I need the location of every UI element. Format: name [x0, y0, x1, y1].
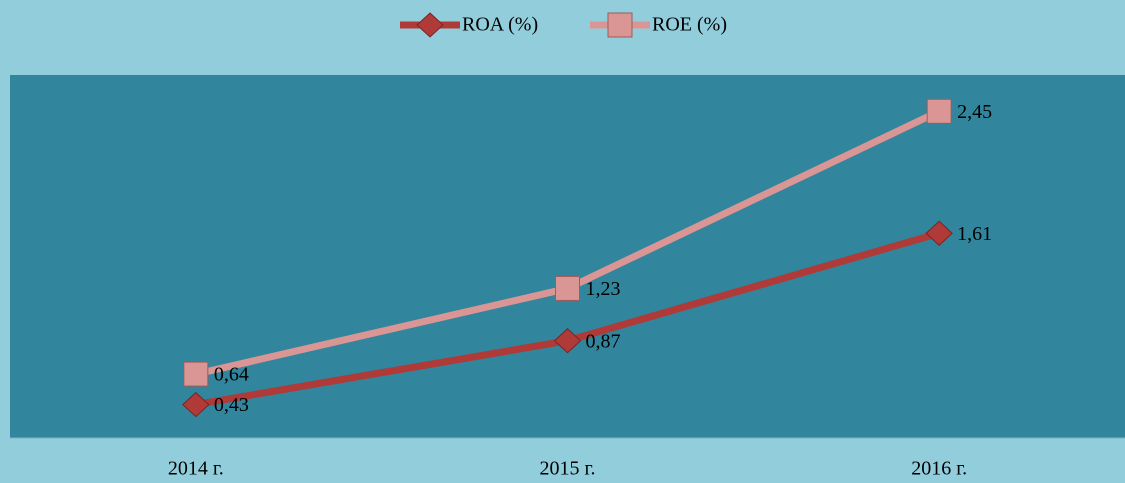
marker	[926, 98, 952, 124]
x-tick-label: 2014 г.	[168, 458, 224, 480]
data-label: 0,43	[214, 394, 249, 416]
plot-area	[10, 75, 1125, 438]
x-tick-label: 2016 г.	[911, 458, 967, 480]
data-label: 1,23	[586, 278, 621, 300]
legend-marker	[416, 12, 444, 38]
data-label: 2,45	[957, 101, 992, 123]
data-label: 1,61	[957, 223, 992, 245]
marker	[182, 391, 210, 418]
legend-label: ROE (%)	[652, 14, 727, 36]
legend-label: ROA (%)	[462, 14, 538, 36]
legend-marker	[607, 12, 633, 38]
marker	[555, 275, 580, 301]
x-tick-label: 2015 г.	[540, 458, 596, 480]
marker	[553, 328, 582, 354]
data-label: 0,64	[214, 364, 249, 386]
data-label: 0,87	[586, 330, 621, 352]
marker	[183, 361, 209, 387]
marker	[925, 220, 953, 246]
